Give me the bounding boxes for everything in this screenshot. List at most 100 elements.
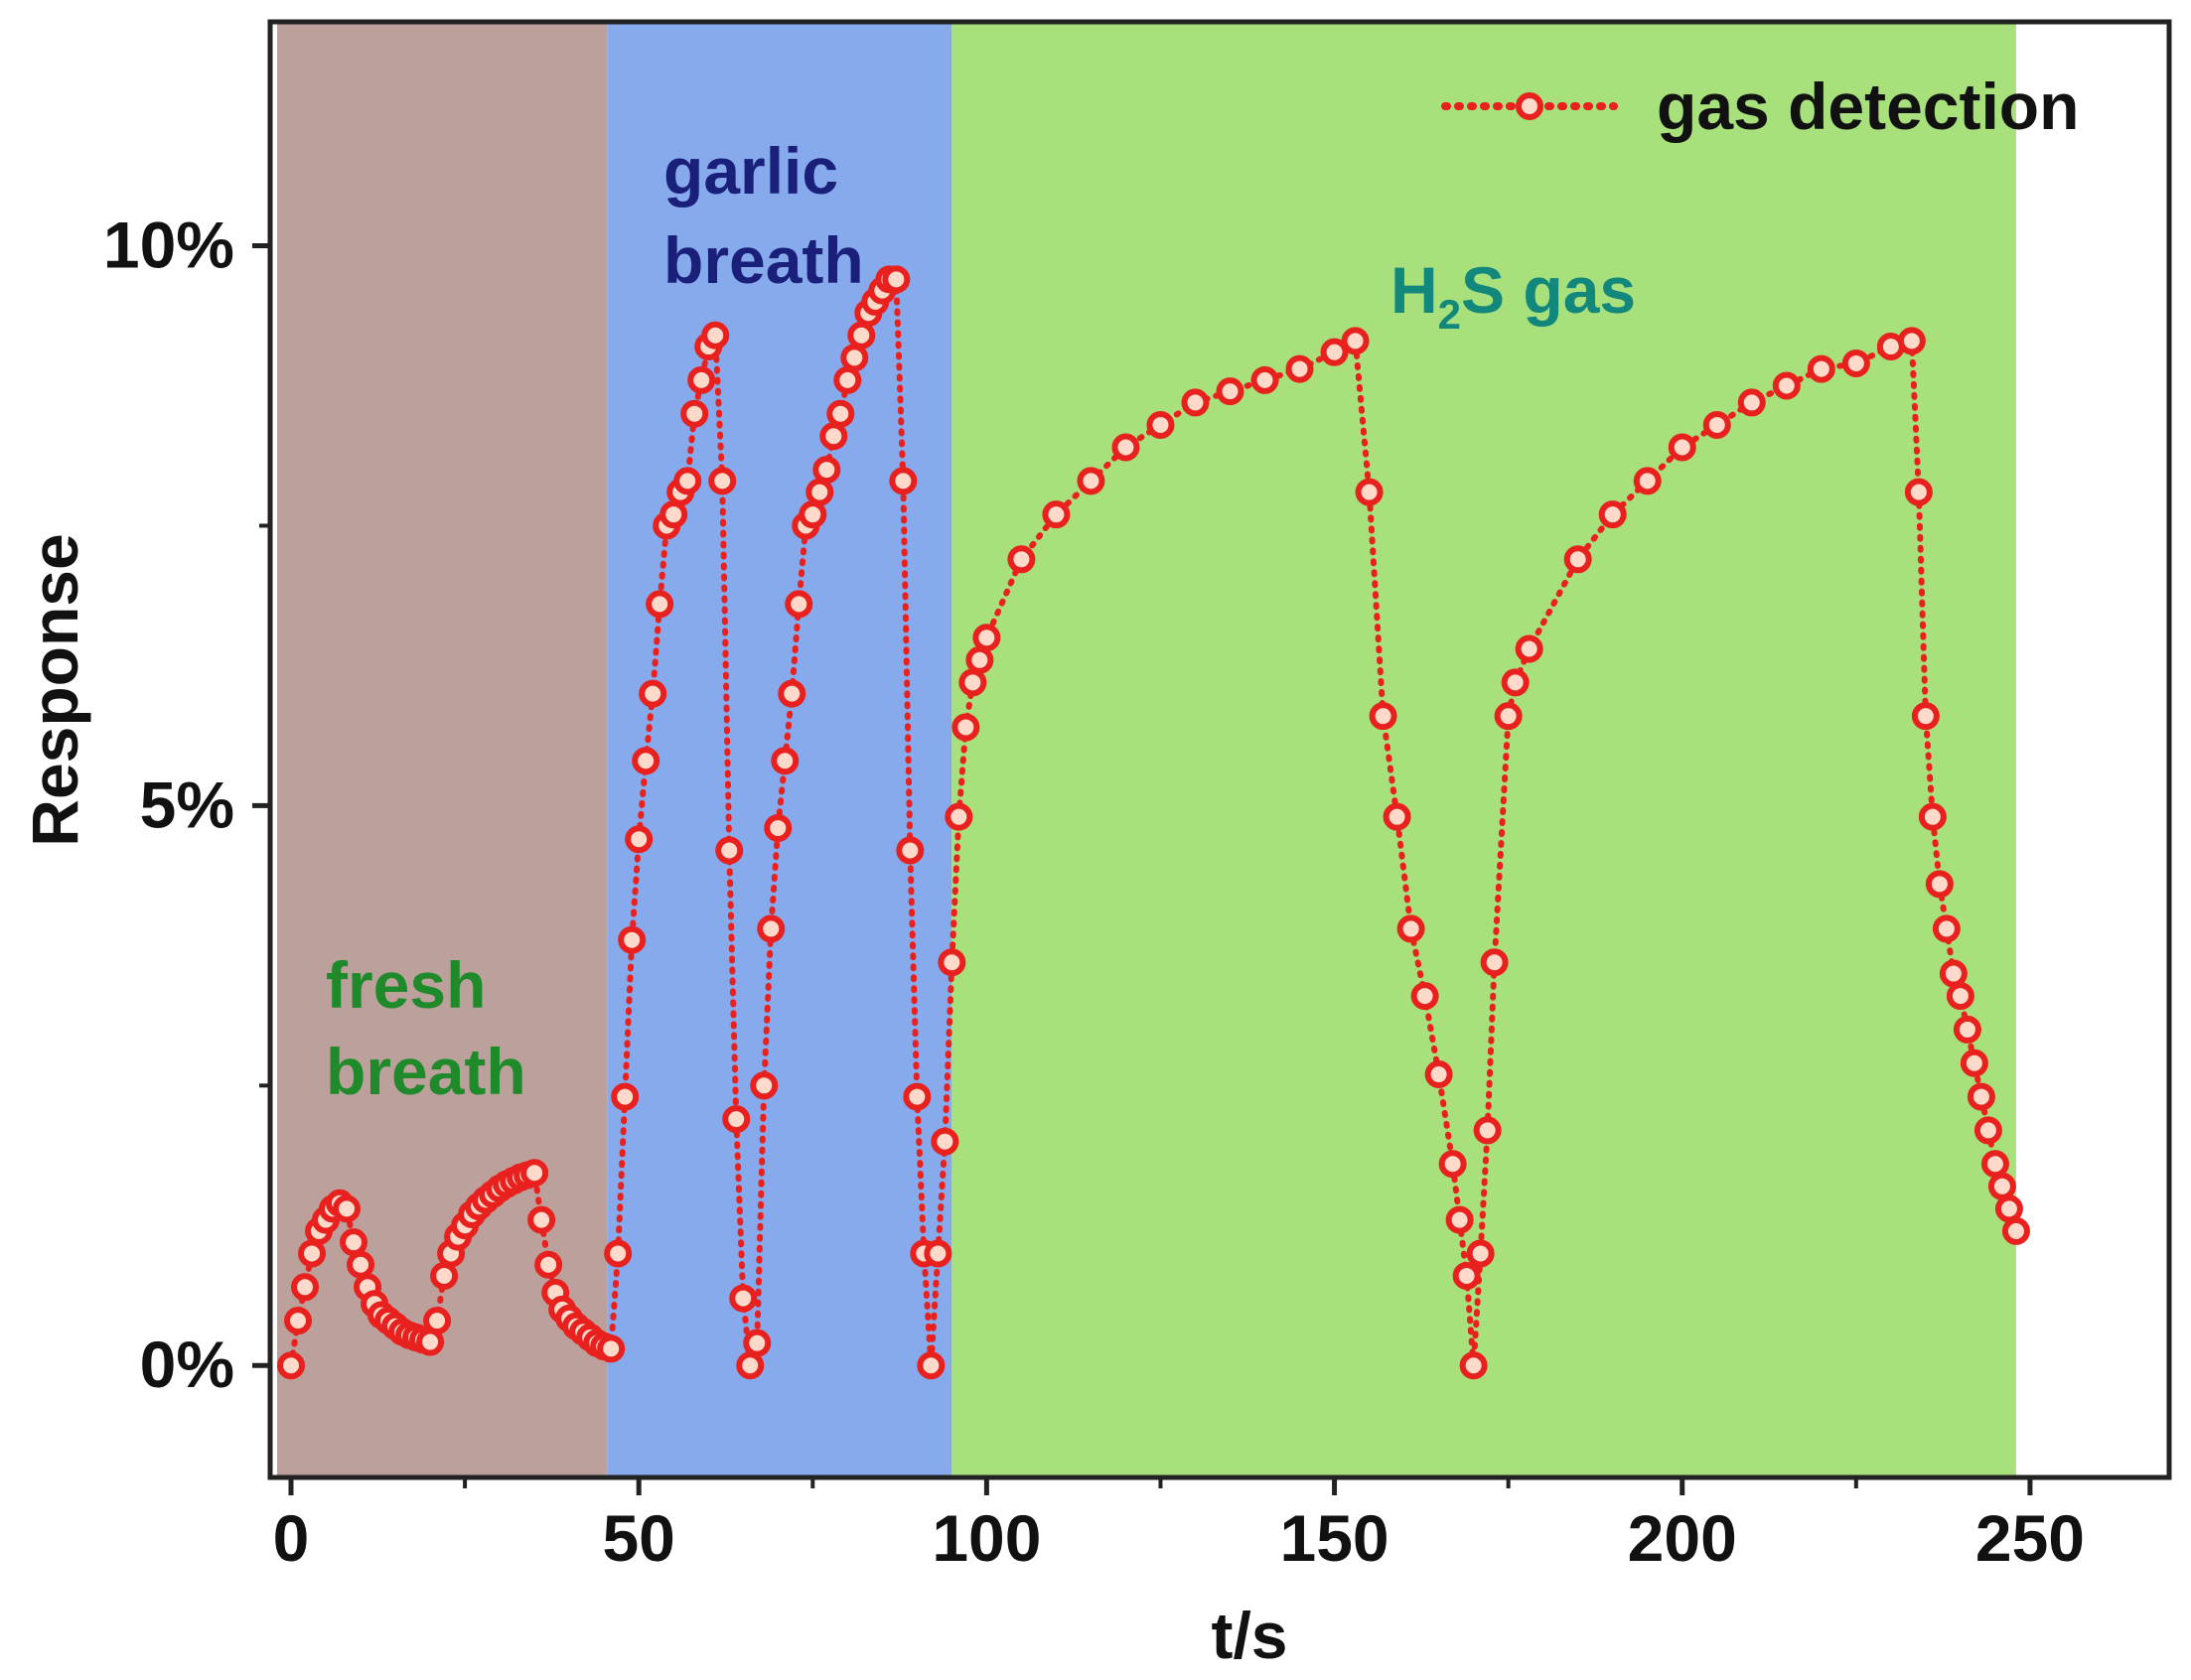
data-point [1967,1082,1995,1111]
data-point [611,1082,640,1111]
data-point [924,1239,952,1268]
data-point [1807,354,1835,383]
data-point [1563,545,1592,574]
region-label-h2s: H2S gas [1390,253,1636,338]
data-point [646,590,674,619]
data-point [1953,1015,1981,1044]
data-point [1146,410,1175,439]
data-point [778,679,806,708]
x-axis: 0 50 100 150 200 250 [273,1477,2085,1575]
data-point [291,1273,320,1302]
data-point [680,399,709,428]
data-point [1911,702,1940,731]
data-point [1216,377,1244,406]
data-point [931,1127,959,1156]
y-tick-label-2: 10% [103,209,234,282]
data-point [1285,354,1314,383]
x-tick-label-0: 0 [273,1501,310,1575]
data-point [715,836,744,865]
data-point [722,1105,751,1134]
data-point [1702,410,1731,439]
data-point [708,467,737,495]
y-tick-label-0: 0% [140,1328,234,1401]
data-point [1383,802,1411,831]
data-point [917,1351,946,1380]
data-point [1918,802,1947,831]
data-point [1466,1239,1495,1268]
data-point [1473,1116,1502,1145]
data-point [1355,478,1384,506]
data-point [1939,959,1968,988]
data-point [1459,1351,1488,1380]
data-point [423,1307,452,1335]
data-point [1042,500,1071,529]
data-point [701,321,730,350]
data-point [1250,365,1279,394]
data-point [1452,1262,1481,1291]
data-point [1994,1194,2023,1223]
data-point [333,1194,362,1223]
legend: gas detection [1441,70,2079,143]
data-point [951,713,980,742]
x-tick-label-5: 250 [1975,1501,2085,1575]
region-label-garlic-line1: garlic [663,134,838,208]
data-point [1987,1172,2016,1200]
data-point [736,1351,765,1380]
data-point [284,1307,313,1335]
x-tick-label-4: 200 [1628,1501,1737,1575]
data-point [340,1228,368,1257]
data-point [1980,1150,2009,1179]
data-point [277,1351,306,1380]
data-point [1925,870,1954,899]
data-point [1897,327,1926,355]
data-point [764,813,793,842]
data-point [520,1159,549,1188]
x-tick-label-3: 150 [1279,1501,1388,1575]
region-label-fresh-line2: breath [326,1035,526,1108]
data-point [1181,388,1210,417]
data-point [896,836,925,865]
data-point [771,747,800,775]
data-point [1077,467,1105,495]
y-axis-title: Response [18,533,91,846]
data-point [687,365,716,394]
data-point [826,399,855,428]
data-point [625,825,654,854]
data-point [1904,478,1933,506]
data-point [430,1262,459,1291]
data-point [639,679,667,708]
data-point [1445,1205,1474,1234]
data-point [347,1250,375,1279]
x-tick-label-1: 50 [602,1501,674,1575]
data-point [1438,1150,1467,1179]
data-point [1341,327,1370,355]
data-point [298,1239,327,1268]
y-axis: 0% 5% 10% [103,209,270,1401]
data-point [847,321,876,350]
data-point [1841,349,1870,377]
data-point [972,624,1001,652]
data-point [1598,500,1627,529]
data-point [1410,982,1439,1011]
data-point [757,914,786,943]
data-point [1501,668,1530,697]
data-point [1772,371,1801,400]
data-point [1320,338,1349,366]
x-axis-title: t/s [1211,1599,1287,1672]
data-point [799,500,827,529]
data-point [1111,433,1140,462]
plot-frame [267,19,2172,1480]
data-point [1668,433,1696,462]
data-point [673,467,702,495]
data-point [1007,545,1036,574]
data-point [958,668,987,697]
series-layer [277,265,2030,1380]
data-point [840,344,869,372]
data-point [1424,1060,1453,1089]
data-point [938,948,966,977]
data-point [889,467,918,495]
data-point [1515,634,1543,663]
region-label-garlic-line2: breath [663,223,864,297]
data-point [819,422,848,451]
